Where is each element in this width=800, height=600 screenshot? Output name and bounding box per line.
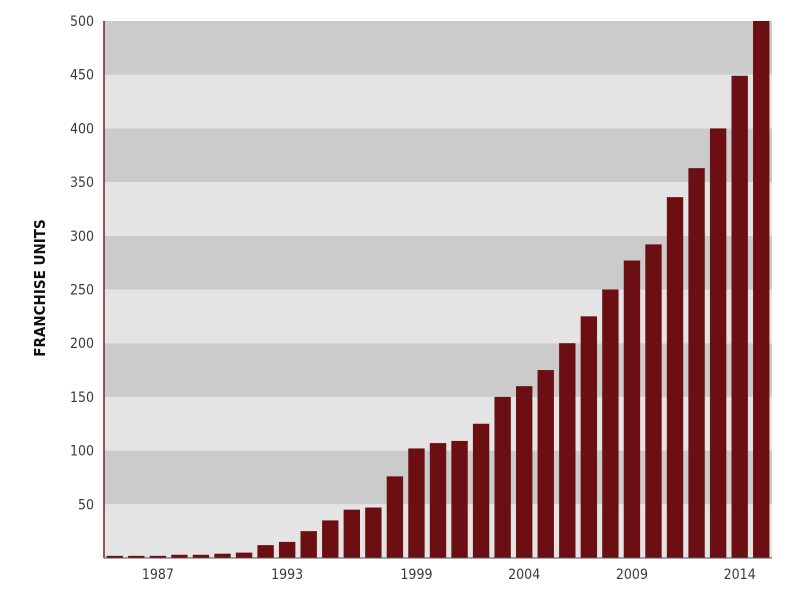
x-tick-label: 1993 bbox=[271, 567, 303, 583]
x-tick-label: 2009 bbox=[616, 567, 648, 583]
bar bbox=[300, 531, 317, 558]
bar bbox=[128, 555, 145, 558]
x-tick-label: 2004 bbox=[508, 567, 540, 583]
bar bbox=[408, 448, 425, 558]
y-tick-label: 50 bbox=[78, 497, 94, 513]
grid-band bbox=[104, 182, 772, 236]
bar bbox=[451, 440, 468, 558]
bar bbox=[623, 260, 641, 558]
y-tick-label: 300 bbox=[70, 229, 94, 245]
bar bbox=[709, 128, 727, 558]
y-tick-label: 100 bbox=[70, 444, 94, 460]
bar bbox=[278, 541, 296, 558]
bar bbox=[429, 443, 447, 558]
bar bbox=[731, 75, 748, 559]
x-tick-label: 1987 bbox=[142, 567, 174, 583]
grid-band bbox=[104, 128, 772, 183]
y-tick-label: 400 bbox=[70, 121, 94, 137]
bar bbox=[753, 21, 770, 558]
bar bbox=[343, 509, 360, 558]
grid-band bbox=[104, 21, 772, 75]
bar bbox=[171, 554, 188, 558]
bar bbox=[386, 476, 404, 558]
bar bbox=[322, 520, 339, 558]
bar bbox=[192, 554, 210, 558]
bar bbox=[214, 553, 231, 558]
x-tick-label: 2014 bbox=[724, 567, 756, 583]
x-tick-labels: 198719931999200420092014201920222026 bbox=[142, 567, 756, 583]
y-axis-title: FRANCHISE UNITS bbox=[31, 219, 49, 356]
bar bbox=[666, 197, 684, 558]
axes bbox=[103, 21, 772, 559]
bar bbox=[494, 396, 511, 558]
bar bbox=[559, 343, 576, 558]
bar bbox=[516, 386, 533, 558]
y-tick-labels: 50 100 150 200 250 300 350 400 450 500 bbox=[70, 14, 94, 513]
bar bbox=[149, 555, 167, 558]
y-tick-label: 250 bbox=[70, 283, 94, 299]
bar bbox=[645, 244, 662, 558]
bar bbox=[688, 168, 705, 558]
y-tick-label: 350 bbox=[70, 175, 94, 191]
y-tick-label: 500 bbox=[70, 14, 94, 30]
bar bbox=[472, 423, 490, 558]
bar bbox=[365, 507, 382, 558]
x-tick-label: 1999 bbox=[400, 567, 432, 583]
bar bbox=[602, 289, 619, 558]
y-tick-label: 200 bbox=[70, 336, 94, 352]
y-tick-label: 150 bbox=[70, 390, 94, 406]
bar bbox=[580, 316, 598, 558]
bar bbox=[537, 370, 554, 558]
bar bbox=[257, 545, 274, 558]
grid-band bbox=[104, 74, 772, 129]
y-tick-label: 450 bbox=[70, 68, 94, 84]
bar bbox=[106, 555, 123, 558]
bars bbox=[106, 21, 770, 559]
bar bbox=[235, 552, 253, 558]
